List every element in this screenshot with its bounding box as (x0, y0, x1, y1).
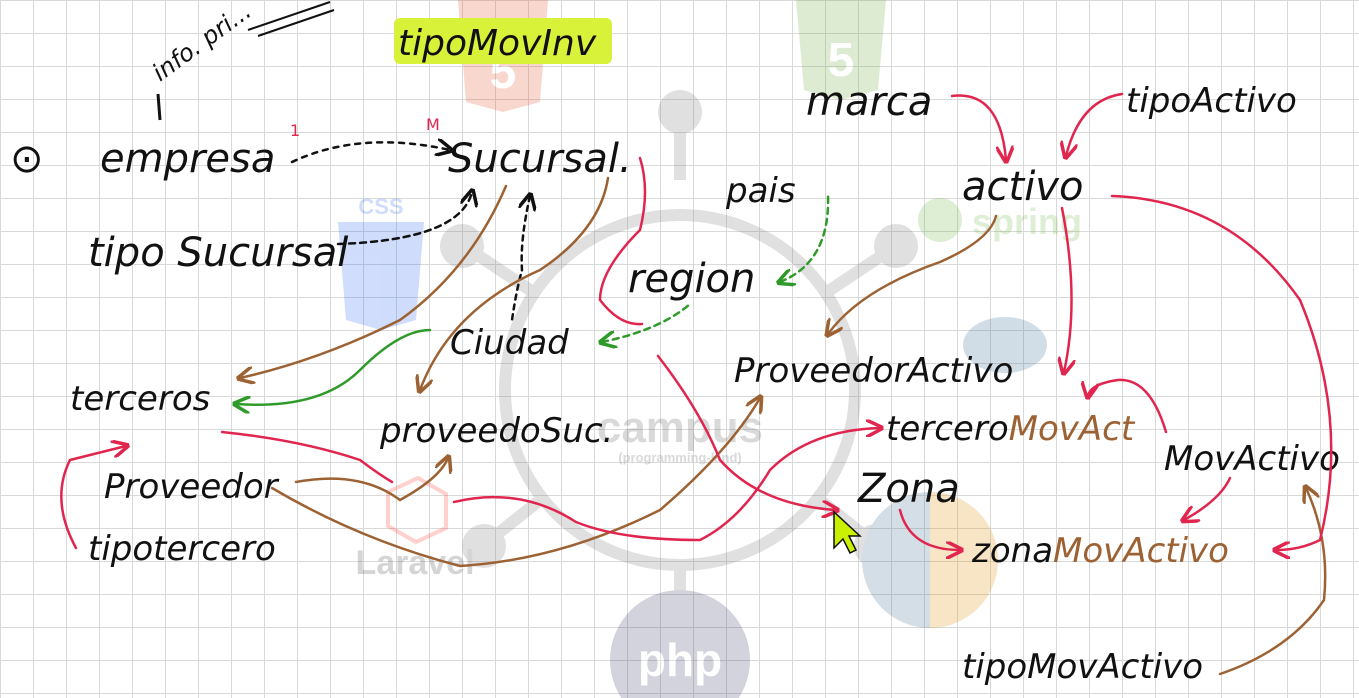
line-tiposucursal-sucursal (336, 192, 472, 246)
entity-movactivo: MovActivo (1164, 439, 1340, 479)
line-terceros-ciudad (236, 328, 432, 405)
mouse-cursor-icon (833, 510, 862, 555)
entity-proveedor: Proveedor (104, 467, 280, 507)
line-sucursal-region (598, 156, 647, 326)
line-sucursal-proveedosuc (420, 176, 610, 390)
line-activo-proveedoractivo (828, 214, 998, 334)
tipoMovInv-label: tipoMovInv (398, 23, 597, 64)
entity-tipo-sucursal: tipo Sucursal (88, 230, 348, 276)
entity-region: region (628, 256, 755, 302)
entity-tipomovactivo: tipoMovActivo (962, 647, 1203, 687)
zonamovactivo-part-2: MovActivo (1053, 531, 1229, 571)
watermark-layer: 5 5 CSS campus (programming-land) (338, 0, 1082, 698)
line-marca-activo (950, 94, 1006, 160)
entity-sucursal: Sucursal. (448, 136, 632, 182)
line-sucursal-ciudad (510, 196, 530, 322)
line-zona-zonamovactivo (898, 508, 960, 550)
entity-tipoactivo: tipoActivo (1126, 81, 1297, 121)
entity-activo: activo (962, 164, 1083, 210)
php-watermark-text: php (638, 634, 722, 686)
entity-zonamovactivo: zonaMovActivo (971, 531, 1229, 571)
zonamovactivo-part-1: zona (971, 531, 1053, 571)
entity-marca: marca (806, 79, 932, 125)
cardinality-many: M (426, 115, 440, 134)
line-activo-terceromovact (1062, 206, 1072, 372)
line-proveedor-zona (452, 428, 880, 542)
php-logo: php (610, 590, 750, 698)
terceromovact-part-1: tercero (886, 409, 1009, 449)
cardinality-one: 1 (290, 121, 300, 140)
entity-zona: Zona (857, 466, 960, 512)
line-proveedor-proveedosuc (294, 458, 448, 502)
line-movactivo-tipomovactivo (1218, 488, 1327, 676)
postgres-logo (963, 317, 1047, 373)
relationship-lines (60, 92, 1333, 676)
bullet-icon: ⊙ (10, 136, 44, 182)
css3-logo: CSS (338, 194, 424, 330)
line-terceros-proveedor (220, 430, 394, 484)
line-terceros-tipotercero (60, 446, 126, 550)
svg-text:5: 5 (828, 34, 855, 87)
line-sucursal-terceros (240, 184, 508, 378)
line-empresa-sucursal (290, 142, 450, 164)
line-movactivo-terceromovact (1088, 378, 1168, 434)
laravel-watermark-text: Laravel (355, 544, 474, 582)
line-movactivo-zonamovactivo (1184, 476, 1232, 520)
highlight-marker (394, 18, 612, 64)
line-region-zona (656, 354, 836, 510)
campus-watermark-text: campus (597, 403, 763, 452)
css-watermark-text: CSS (358, 194, 403, 219)
entity-terceromovact: terceroMovAct (886, 409, 1136, 449)
line-activo-movactivo (1110, 194, 1333, 550)
entity-ciudad: Ciudad (450, 323, 569, 363)
note-text: info. pri... (147, 0, 256, 87)
entity-tipotercero: tipotercero (88, 529, 276, 569)
campus-hub (440, 90, 918, 620)
line-tipoactivo-activo (1066, 92, 1124, 156)
mysql-logo (862, 492, 998, 628)
entity-pais: pais (725, 171, 796, 211)
entity-empresa: empresa (100, 136, 275, 182)
entity-proveedoractivo: ProveedorActivo (734, 351, 1013, 391)
line-region-pais (780, 194, 830, 282)
entity-proveedosuc: proveedoSuc. (379, 411, 613, 451)
entity-terceros: terceros (70, 379, 210, 419)
line-proveedor-proveedoractivo (270, 398, 760, 568)
laravel-logo: Laravel (355, 475, 475, 582)
top-note: info. pri... (147, 0, 335, 121)
html5-logo-green: 5 (796, 0, 886, 100)
terceromovact-part-2: MovAct (1009, 409, 1136, 449)
line-ciudad-region (602, 302, 692, 342)
